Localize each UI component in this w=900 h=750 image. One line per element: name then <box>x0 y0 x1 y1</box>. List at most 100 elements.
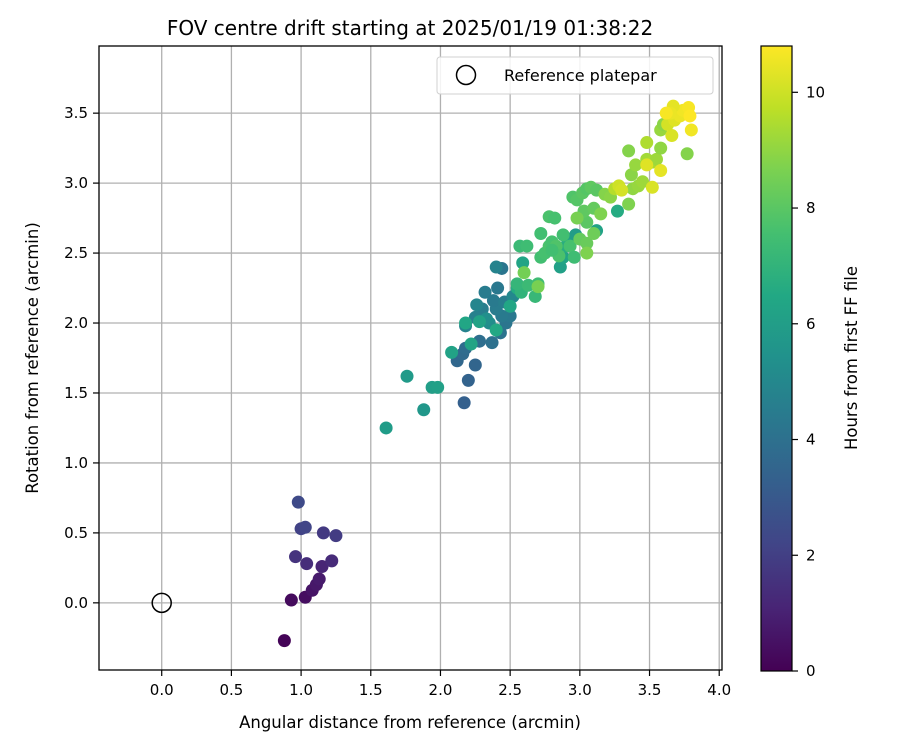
legend: Reference platepar <box>436 56 714 95</box>
y-grid-lines <box>99 112 722 604</box>
data-point <box>445 345 459 359</box>
data-point <box>464 337 478 351</box>
data-points <box>277 99 698 648</box>
data-point <box>457 396 471 410</box>
data-point <box>594 207 608 221</box>
data-point <box>284 593 298 607</box>
x-axis-ticks: 0.0 0.5 1.0 1.5 2.0 2.5 3.0 3.5 4.0 <box>150 670 731 699</box>
data-point <box>587 226 601 240</box>
data-point <box>277 634 291 648</box>
data-point <box>489 323 503 337</box>
data-point <box>659 106 673 120</box>
data-point <box>472 315 486 329</box>
data-point <box>520 239 534 253</box>
data-point <box>298 520 312 534</box>
data-point <box>580 215 594 229</box>
data-point <box>553 260 567 274</box>
data-point <box>400 369 414 383</box>
data-point <box>624 168 638 182</box>
data-point <box>461 373 475 387</box>
data-point <box>478 285 492 299</box>
data-point <box>580 246 594 260</box>
x-axis-label: Angular distance from reference (arcmin) <box>239 713 581 732</box>
data-point <box>649 152 663 166</box>
y-tick-label: 2.0 <box>64 314 88 332</box>
y-tick-label: 3.5 <box>64 104 88 122</box>
data-point <box>491 281 505 295</box>
colorbar-tick-label: 8 <box>806 199 816 217</box>
data-point <box>329 529 343 543</box>
data-point <box>417 403 431 417</box>
data-point <box>485 336 499 350</box>
data-point <box>312 572 326 586</box>
data-point <box>431 380 445 394</box>
x-tick-label: 1.0 <box>289 681 313 699</box>
colorbar-tick-label: 2 <box>806 546 816 564</box>
y-tick-label: 1.5 <box>64 384 88 402</box>
plot-background <box>99 46 722 670</box>
y-tick-label: 0.0 <box>64 594 88 612</box>
reference-platepar-marker <box>151 592 172 614</box>
data-point <box>636 175 650 189</box>
legend-entry-reference-platepar: Reference platepar <box>504 66 657 85</box>
data-point <box>680 147 694 161</box>
data-point <box>528 289 542 303</box>
plot-area <box>98 45 723 671</box>
data-point <box>503 299 517 313</box>
x-tick-label: 3.0 <box>568 681 592 699</box>
y-tick-label: 0.5 <box>64 524 88 542</box>
data-point <box>629 158 643 172</box>
x-tick-label: 0.5 <box>219 681 243 699</box>
x-tick-label: 2.0 <box>429 681 453 699</box>
data-point <box>517 266 531 280</box>
y-tick-label: 1.0 <box>64 454 88 472</box>
x-tick-label: 3.5 <box>638 681 662 699</box>
data-point <box>459 316 473 330</box>
plot-frame <box>98 45 723 671</box>
data-point <box>567 250 581 264</box>
colorbar-tick-label: 10 <box>806 83 825 101</box>
data-point <box>521 278 535 292</box>
data-point <box>622 197 636 211</box>
colorbar-tick-label: 6 <box>806 315 816 333</box>
legend-box <box>436 56 714 95</box>
data-point <box>548 211 562 225</box>
data-point <box>316 526 330 540</box>
data-point <box>640 158 654 172</box>
legend-marker <box>455 64 477 86</box>
data-point <box>534 226 548 240</box>
colorbar-tick-label: 0 <box>806 662 816 680</box>
x-tick-label: 2.5 <box>498 681 522 699</box>
x-tick-label: 1.5 <box>359 681 383 699</box>
data-point <box>325 554 339 568</box>
data-point <box>640 136 654 150</box>
data-point <box>556 228 570 242</box>
x-grid-lines <box>161 46 720 670</box>
colorbar-frame <box>760 45 793 672</box>
chart-title: FOV centre drift starting at 2025/01/19 … <box>167 16 653 40</box>
data-point <box>622 144 636 158</box>
data-point <box>489 260 503 274</box>
colorbar: 0 2 4 6 8 10 Hours from first FF file <box>760 45 861 680</box>
data-point <box>563 239 577 253</box>
colorbar-gradient <box>761 46 792 671</box>
data-point <box>531 280 545 294</box>
data-point <box>610 204 624 218</box>
data-point <box>570 211 584 225</box>
data-point <box>665 129 679 143</box>
data-point <box>654 141 668 155</box>
y-axis-ticks: 0.0 0.5 1.0 1.5 2.0 2.5 3.0 3.5 <box>64 104 99 612</box>
y-axis-label: Rotation from reference (arcmin) <box>23 222 42 494</box>
data-point <box>470 298 484 312</box>
data-point <box>545 243 559 257</box>
data-point <box>645 180 659 194</box>
data-point <box>486 294 500 308</box>
data-point <box>300 557 314 571</box>
data-point <box>580 236 594 250</box>
data-point <box>289 550 303 564</box>
y-tick-label: 2.5 <box>64 244 88 262</box>
colorbar-tick-label: 4 <box>806 431 816 449</box>
colorbar-ticks: 0 2 4 6 8 10 <box>792 83 825 680</box>
colorbar-label: Hours from first FF file <box>842 266 861 450</box>
